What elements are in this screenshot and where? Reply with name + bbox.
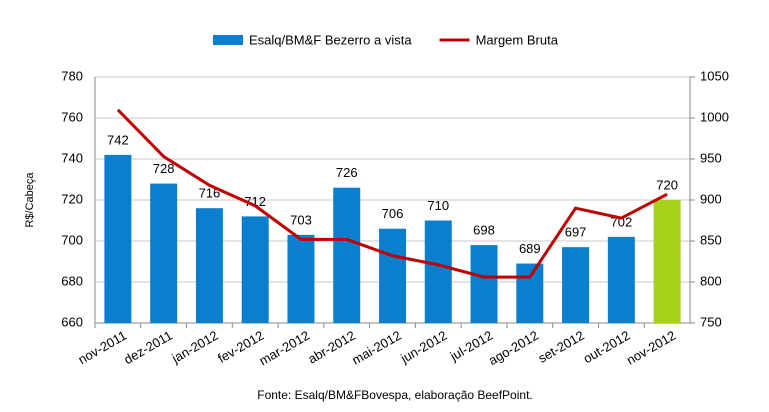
data-label: 697 bbox=[565, 225, 587, 240]
y-tick-label: 720 bbox=[61, 191, 83, 206]
y-tick-label: 760 bbox=[61, 109, 83, 124]
y-axis-title: R$/Cabeça bbox=[24, 172, 36, 228]
x-tick-label: mar-2012 bbox=[256, 328, 312, 369]
legend-label: Esalq/BM&F Bezerro a vista bbox=[249, 32, 412, 47]
data-label: 716 bbox=[199, 186, 221, 201]
y-tick-label: 700 bbox=[61, 232, 83, 247]
y2-tick-label: 1050 bbox=[700, 68, 729, 83]
data-label: 703 bbox=[290, 212, 312, 227]
y-tick-label: 780 bbox=[61, 68, 83, 83]
bar bbox=[653, 200, 681, 323]
data-label: 706 bbox=[382, 206, 404, 221]
data-label: 689 bbox=[519, 241, 541, 256]
bar bbox=[104, 154, 132, 323]
line bbox=[116, 108, 668, 279]
bar bbox=[150, 183, 178, 323]
data-label: 728 bbox=[153, 161, 175, 176]
x-tick-label: nov-2011 bbox=[75, 328, 129, 368]
x-tick-label: dez-2011 bbox=[121, 328, 175, 368]
y-tick-label: 680 bbox=[61, 273, 83, 288]
data-label: 742 bbox=[107, 132, 129, 147]
bar bbox=[287, 234, 315, 323]
bar bbox=[333, 187, 361, 323]
x-tick-label: nov-2012 bbox=[624, 328, 678, 368]
data-label: 712 bbox=[244, 194, 266, 209]
data-label: 698 bbox=[473, 223, 495, 238]
bar bbox=[470, 245, 498, 323]
bar bbox=[424, 220, 452, 323]
bar bbox=[379, 228, 406, 323]
y2-tick-label: 750 bbox=[700, 314, 722, 329]
data-label: 710 bbox=[427, 198, 449, 213]
y2-tick-label: 950 bbox=[700, 150, 722, 165]
x-tick-label: ago-2012 bbox=[486, 328, 541, 368]
x-tick-label: out-2012 bbox=[581, 328, 633, 367]
bar bbox=[562, 247, 590, 323]
y2-tick-label: 1000 bbox=[700, 109, 729, 124]
bar bbox=[195, 208, 223, 323]
x-tick-label: jun-2012 bbox=[397, 328, 449, 367]
bar bbox=[607, 236, 635, 323]
data-label: 720 bbox=[656, 177, 678, 192]
legend-swatch bbox=[213, 35, 243, 45]
bar bbox=[516, 263, 544, 323]
legend-label: Margem Bruta bbox=[476, 32, 559, 47]
data-label: 726 bbox=[336, 165, 358, 180]
x-tick-label: mai-2012 bbox=[349, 328, 403, 368]
x-tick-label: jan-2012 bbox=[168, 328, 220, 367]
bar bbox=[241, 216, 269, 323]
source-note: Fonte: Esalq/BM&FBovespa, elaboração Bee… bbox=[257, 388, 533, 402]
y-tick-label: 660 bbox=[61, 314, 83, 329]
x-tick-label: set-2012 bbox=[535, 328, 586, 366]
y2-tick-label: 800 bbox=[700, 273, 722, 288]
y2-tick-label: 900 bbox=[700, 191, 722, 206]
y-tick-label: 740 bbox=[61, 150, 83, 165]
x-tick-label: abr-2012 bbox=[305, 328, 358, 367]
y2-tick-label: 850 bbox=[700, 232, 722, 247]
